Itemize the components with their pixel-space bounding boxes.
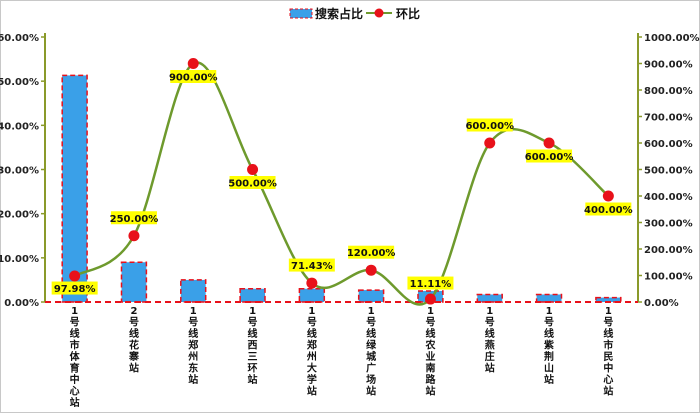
- left-tick-label: 0.00%: [4, 298, 39, 309]
- bar: [357, 289, 385, 303]
- data-label: 120.00%: [347, 245, 396, 259]
- data-label-bg: [526, 149, 573, 163]
- line-point: [306, 277, 318, 289]
- right-tick-label: 0.00%: [644, 298, 679, 309]
- data-labels: 97.98% 250.00% 900.00% 500.00% 71.43% 120.00%…: [51, 70, 633, 295]
- data-label: 900.00%: [169, 70, 218, 84]
- left-tick-label: 20.00%: [0, 210, 39, 221]
- bar: [239, 288, 266, 303]
- data-label: 400.00%: [584, 202, 633, 216]
- category-label: 1 号线燕庄站: [485, 306, 495, 375]
- bar: [180, 279, 207, 303]
- data-label-bg: [229, 176, 276, 189]
- bar: [61, 74, 88, 303]
- right-tick-label: 800.00%: [644, 86, 693, 97]
- data-label-text: 11.11%: [410, 279, 452, 290]
- data-label-text: 400.00%: [584, 205, 633, 216]
- right-tick-label: 1000.00%: [644, 33, 700, 44]
- left-tick-label: 10.00%: [0, 254, 39, 265]
- category-labels: 1 号线市体育中心站 2 号线花寨站 1 号线郑州东站 1 号线西三环站 1 号线郑州大学站 1 号线…: [70, 306, 614, 409]
- data-label-text: 600.00%: [465, 121, 514, 132]
- category-label: 1 号线市体育中心站: [70, 306, 81, 409]
- line-point: [365, 264, 377, 276]
- right-tick-label: 700.00%: [644, 113, 693, 124]
- line-point: [247, 164, 259, 175]
- left-tick-label: 30.00%: [0, 166, 39, 177]
- line-point: [484, 137, 496, 149]
- left-tick-label: 60.00%: [0, 33, 39, 44]
- axes: 0.00% 10.00% 20.00% 30.00% 40.00% 50.00% 60.00…: [0, 33, 700, 309]
- left-tick-label: 50.00%: [0, 77, 39, 88]
- data-label: 600.00%: [465, 118, 514, 132]
- right-tick-label: 100.00%: [644, 272, 693, 283]
- right-tick-label: 400.00%: [644, 192, 693, 203]
- data-label: 500.00%: [228, 176, 277, 190]
- category-label: 1 号线农业南路站: [424, 306, 436, 398]
- data-label-bg: [51, 281, 98, 295]
- right-tick-label: 300.00%: [644, 219, 693, 230]
- data-label-text: 120.00%: [347, 248, 396, 259]
- line-point: [69, 270, 81, 282]
- data-label-text: 97.98%: [54, 284, 96, 295]
- category-label: 2 号线花寨站: [128, 306, 139, 375]
- category-label: 1 号线紫荆山站: [544, 306, 554, 386]
- line-series: [69, 58, 614, 306]
- data-label-text: 900.00%: [169, 73, 218, 84]
- right-tick-label: 200.00%: [644, 245, 693, 256]
- data-label-bg: [110, 211, 157, 225]
- right-tick-label: 600.00%: [644, 139, 693, 150]
- category-label: 1 号线郑州大学站: [306, 306, 317, 398]
- legend-line-marker: [374, 8, 384, 18]
- data-label: 97.98%: [51, 281, 98, 295]
- data-label-bg: [466, 118, 513, 132]
- line-point: [543, 137, 555, 149]
- data-label-text: 600.00%: [525, 152, 574, 163]
- category-label: 1 号线西三环站: [248, 306, 258, 386]
- category-label: 1 号线绿城广场站: [366, 306, 377, 398]
- data-label: 600.00%: [525, 149, 574, 163]
- bar: [120, 261, 148, 303]
- line-point: [424, 293, 436, 305]
- right-tick-label: 500.00%: [644, 166, 693, 177]
- right-tick-label: 900.00%: [644, 60, 693, 71]
- line-path: [73, 61, 610, 306]
- category-label: 1 号线市民中心站: [603, 306, 613, 398]
- data-label: 250.00%: [110, 211, 159, 225]
- bar-series: [45, 74, 638, 303]
- data-label-text: 500.00%: [228, 179, 277, 190]
- category-label: 1 号线郑州东站: [187, 306, 198, 386]
- data-label-bg: [288, 258, 335, 272]
- bar: [476, 293, 503, 303]
- legend-label-mom: 环比: [396, 6, 420, 21]
- data-label: 11.11%: [407, 276, 454, 290]
- data-label: 71.43%: [288, 258, 335, 272]
- data-label-bg: [407, 276, 454, 290]
- legend-label-search-share: 搜索占比: [315, 6, 363, 21]
- bar: [535, 293, 563, 303]
- line-point: [602, 190, 614, 202]
- left-tick-label: 40.00%: [0, 121, 39, 132]
- legend-bar-swatch: [289, 8, 313, 19]
- bar: [298, 288, 326, 303]
- data-label-bg: [170, 70, 217, 83]
- legend: 搜索占比 环比: [289, 6, 420, 21]
- line-point: [128, 230, 140, 242]
- data-label-bg: [585, 202, 632, 216]
- data-label-text: 250.00%: [110, 214, 159, 225]
- line-point: [187, 58, 199, 69]
- data-label-text: 71.43%: [291, 261, 333, 272]
- data-label-bg: [348, 245, 395, 259]
